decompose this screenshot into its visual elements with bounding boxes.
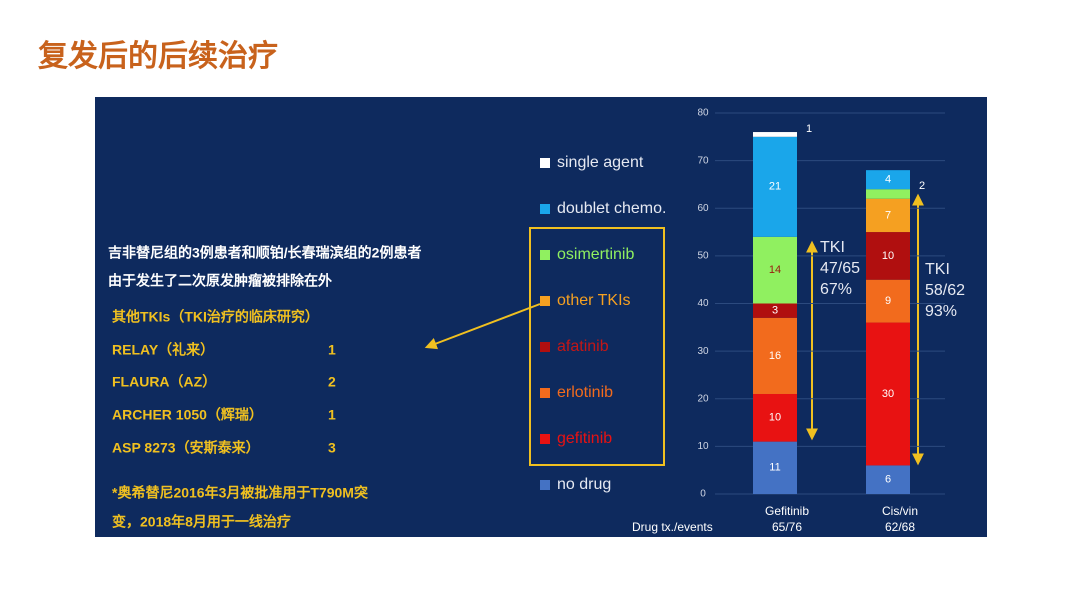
slide-title: 复发后的后续治疗 (38, 40, 278, 73)
study-name: ARCHER 1050（辉瑞） (112, 407, 263, 423)
bar-value-label: 4 (885, 174, 891, 186)
study-name: ASP 8273（安斯泰来） (112, 440, 260, 456)
bar-value-label: 21 (769, 181, 781, 193)
studies-title: 其他TKIs（TKI治疗的临床研究） (112, 309, 319, 325)
legend-highlight-box (529, 227, 665, 466)
y-tick-label: 40 (697, 298, 709, 309)
legend-swatch (540, 342, 550, 352)
study-name: FLAURA（AZ） (112, 374, 216, 390)
annotation: TKI (925, 261, 950, 278)
annotation: 47/65 (820, 260, 860, 277)
legend-label: afatinib (557, 338, 609, 355)
y-tick-label: 70 (697, 155, 709, 166)
study-count: 1 (328, 342, 336, 358)
bar-segment (753, 132, 797, 137)
y-tick-label: 0 (700, 489, 706, 500)
bar-value-label: 7 (885, 209, 891, 221)
footnote: 变，2018年8月用于一线治疗 (112, 514, 291, 530)
footnote: *奥希替尼2016年3月被批准用于T790M突 (112, 485, 368, 501)
y-tick-label: 10 (697, 441, 709, 452)
y-tick-label: 50 (697, 251, 709, 262)
bar-value-label: 16 (769, 350, 781, 362)
bar-value-label: 11 (769, 462, 780, 474)
y-tick-label: 60 (697, 203, 709, 214)
y-tick-label: 30 (697, 346, 709, 357)
legend-label: no drug (557, 476, 611, 493)
legend-swatch (540, 480, 550, 490)
bar-value-label: 6 (885, 474, 891, 486)
bar-segment (753, 303, 797, 318)
bar-segment (866, 189, 910, 199)
x-tick-sublabel: 62/68 (885, 520, 915, 534)
y-tick-label: 80 (697, 108, 709, 119)
note-line: 吉非替尼组的3例患者和顺铂/长春瑞滨组的2例患者 (108, 245, 421, 261)
pointer-arrow (424, 303, 541, 350)
bar-segment (753, 441, 797, 494)
legend-swatch (540, 250, 550, 260)
x-tick-label: Gefitinib (765, 504, 809, 518)
study-count: 3 (328, 440, 336, 456)
x-axis-label: Drug tx./events (632, 520, 713, 534)
x-tick-label: Cis/vin (882, 504, 918, 518)
legend-label: osimertinib (557, 246, 634, 263)
annotation: 67% (820, 281, 852, 298)
bar-value-label: 9 (885, 295, 891, 307)
bar-segment (753, 317, 797, 394)
bar-segment (753, 236, 797, 304)
legend-swatch (540, 434, 550, 444)
bar-segment (866, 322, 910, 466)
bar-value-label: 14 (769, 264, 781, 276)
study-name: RELAY（礼来） (112, 342, 214, 358)
bar-segment (866, 465, 910, 494)
bar-value-label: 2 (919, 180, 925, 192)
legend-swatch (540, 296, 550, 306)
legend-label: other TKIs (557, 292, 631, 309)
annotation: 93% (925, 303, 957, 320)
note-line: 由于发生了二次原发肿瘤被排除在外 (108, 273, 332, 289)
bar-value-label: 10 (882, 250, 894, 262)
x-tick-sublabel: 65/76 (772, 520, 802, 534)
bar-segment (866, 279, 910, 323)
panel (95, 97, 987, 537)
y-tick-label: 20 (697, 393, 709, 404)
annotation: TKI (820, 239, 845, 256)
bar-value-label: 30 (882, 388, 894, 400)
bar-segment (866, 232, 910, 280)
bar-value-label: 3 (772, 305, 778, 317)
legend-label: single agent (557, 154, 644, 171)
annotation: 58/62 (925, 282, 965, 299)
bar-value-label: 10 (769, 412, 781, 424)
bar-segment (866, 198, 910, 233)
study-count: 1 (328, 407, 336, 423)
bar-segment (753, 136, 797, 237)
legend-label: doublet chemo. (557, 200, 666, 217)
legend-label: erlotinib (557, 384, 613, 401)
bar-segment (866, 170, 910, 190)
study-count: 2 (328, 374, 336, 390)
bar-value-label: 1 (806, 123, 812, 135)
legend-label: gefitinib (557, 430, 612, 447)
legend-swatch (540, 204, 550, 214)
legend-swatch (540, 158, 550, 168)
legend-swatch (540, 388, 550, 398)
bar-segment (753, 393, 797, 442)
